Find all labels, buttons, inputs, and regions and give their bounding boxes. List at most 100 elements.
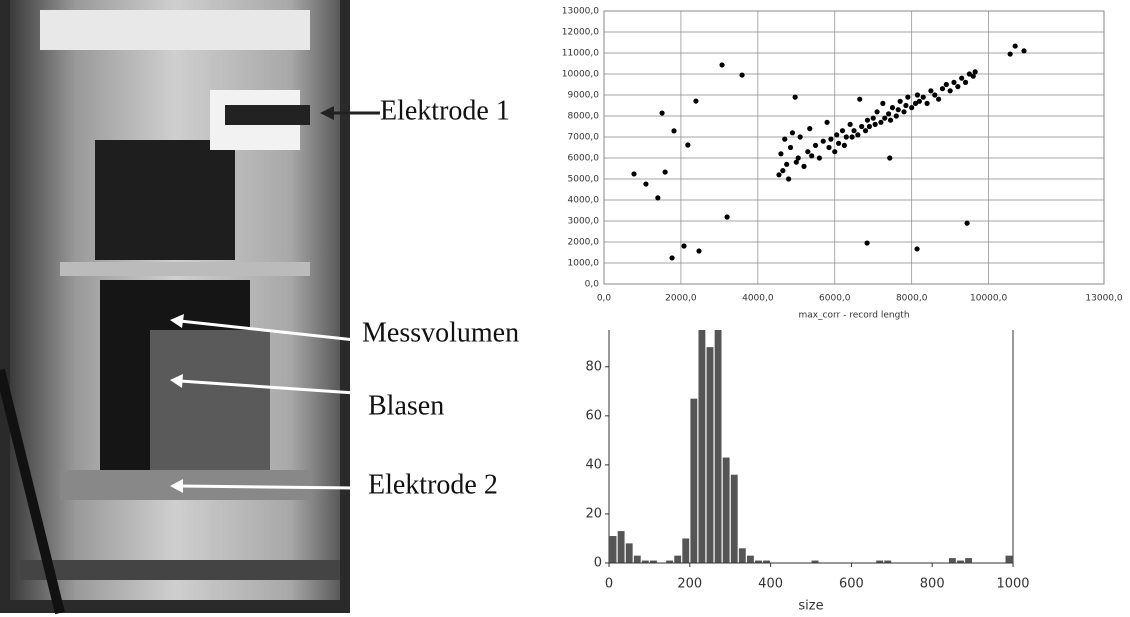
y-tick-label: 2000,0 [568, 238, 600, 248]
point [789, 130, 796, 136]
point [784, 161, 790, 167]
point [1007, 51, 1013, 57]
point [824, 119, 830, 125]
point [659, 110, 665, 116]
y-tick-label: 20 [585, 506, 602, 521]
x-tick-label: 6000,0 [819, 294, 851, 304]
point [857, 96, 863, 102]
bar [811, 560, 819, 563]
bar [674, 555, 682, 563]
bar [884, 560, 892, 563]
point [839, 128, 846, 134]
bar [948, 558, 956, 563]
point [905, 94, 911, 100]
point [820, 138, 826, 144]
point [970, 73, 976, 79]
bar [876, 560, 884, 563]
plot-area [603, 10, 1105, 285]
x-tick-label: 200 [677, 577, 702, 592]
y-tick-label: 3000,0 [568, 217, 600, 227]
point [897, 98, 903, 104]
point [681, 243, 687, 249]
point [1021, 48, 1027, 54]
point [972, 69, 978, 75]
point [643, 181, 649, 187]
photo-label: Elektrode 1 [380, 95, 510, 126]
y-tick-label: 12000,0 [562, 28, 599, 38]
bar [706, 347, 714, 563]
x-tick-label: 0 [605, 577, 613, 592]
point [787, 144, 794, 151]
bar [682, 538, 690, 563]
point [669, 255, 675, 261]
y-tick-label: 1000,0 [568, 259, 600, 269]
point [880, 100, 886, 106]
point [776, 172, 782, 178]
point [895, 107, 901, 113]
point [847, 121, 853, 127]
point [959, 75, 965, 81]
point [841, 142, 847, 148]
bar [609, 536, 617, 563]
point [939, 86, 946, 92]
point [886, 111, 892, 117]
bar [633, 555, 641, 563]
point [864, 117, 871, 123]
y-tick-label: 8000,0 [568, 112, 600, 122]
y-tick-label: 6000,0 [568, 154, 600, 164]
point [864, 240, 870, 246]
point [870, 115, 876, 121]
x-tick-label: 0,0 [597, 294, 612, 304]
point [878, 119, 884, 125]
point [932, 92, 938, 98]
x-tick-label: 13000,0 [1085, 294, 1122, 304]
y-tick-label: 4000,0 [568, 196, 600, 206]
point [793, 159, 799, 165]
bar [746, 555, 754, 563]
point [859, 123, 865, 130]
point [780, 168, 786, 174]
point [696, 248, 702, 254]
point [924, 100, 930, 106]
bar [730, 474, 738, 563]
point [909, 105, 915, 111]
point [801, 163, 807, 169]
point [962, 79, 969, 85]
y-tick-label: 7000,0 [568, 133, 600, 143]
point [882, 115, 888, 121]
point [805, 149, 811, 155]
point [851, 128, 857, 134]
y-tick-label: 10000,0 [562, 70, 599, 80]
point [893, 113, 899, 119]
point [828, 136, 834, 142]
bar [650, 560, 657, 563]
point [955, 84, 961, 90]
point [719, 62, 725, 68]
bar [755, 560, 762, 563]
x-tick-label: 800 [920, 577, 945, 592]
point [826, 144, 832, 151]
bar [625, 543, 633, 563]
bar [617, 531, 625, 563]
point [809, 153, 815, 159]
point [943, 81, 949, 88]
bar [641, 560, 649, 563]
point [786, 176, 792, 182]
photo-label: Blasen [368, 390, 444, 421]
point [866, 123, 872, 130]
point [843, 134, 849, 140]
point [936, 96, 942, 102]
y-tick-label: 40 [585, 457, 602, 472]
y-tick-label: 0,0 [585, 280, 600, 290]
point [849, 134, 855, 140]
point [947, 88, 953, 94]
point [631, 171, 637, 177]
point [836, 140, 842, 146]
photo-label: Elektrode 2 [368, 469, 498, 500]
point [855, 132, 861, 138]
point [792, 94, 798, 100]
bar [763, 560, 770, 563]
point [807, 126, 813, 132]
point [928, 88, 934, 94]
y-tick-label: 80 [585, 359, 602, 374]
